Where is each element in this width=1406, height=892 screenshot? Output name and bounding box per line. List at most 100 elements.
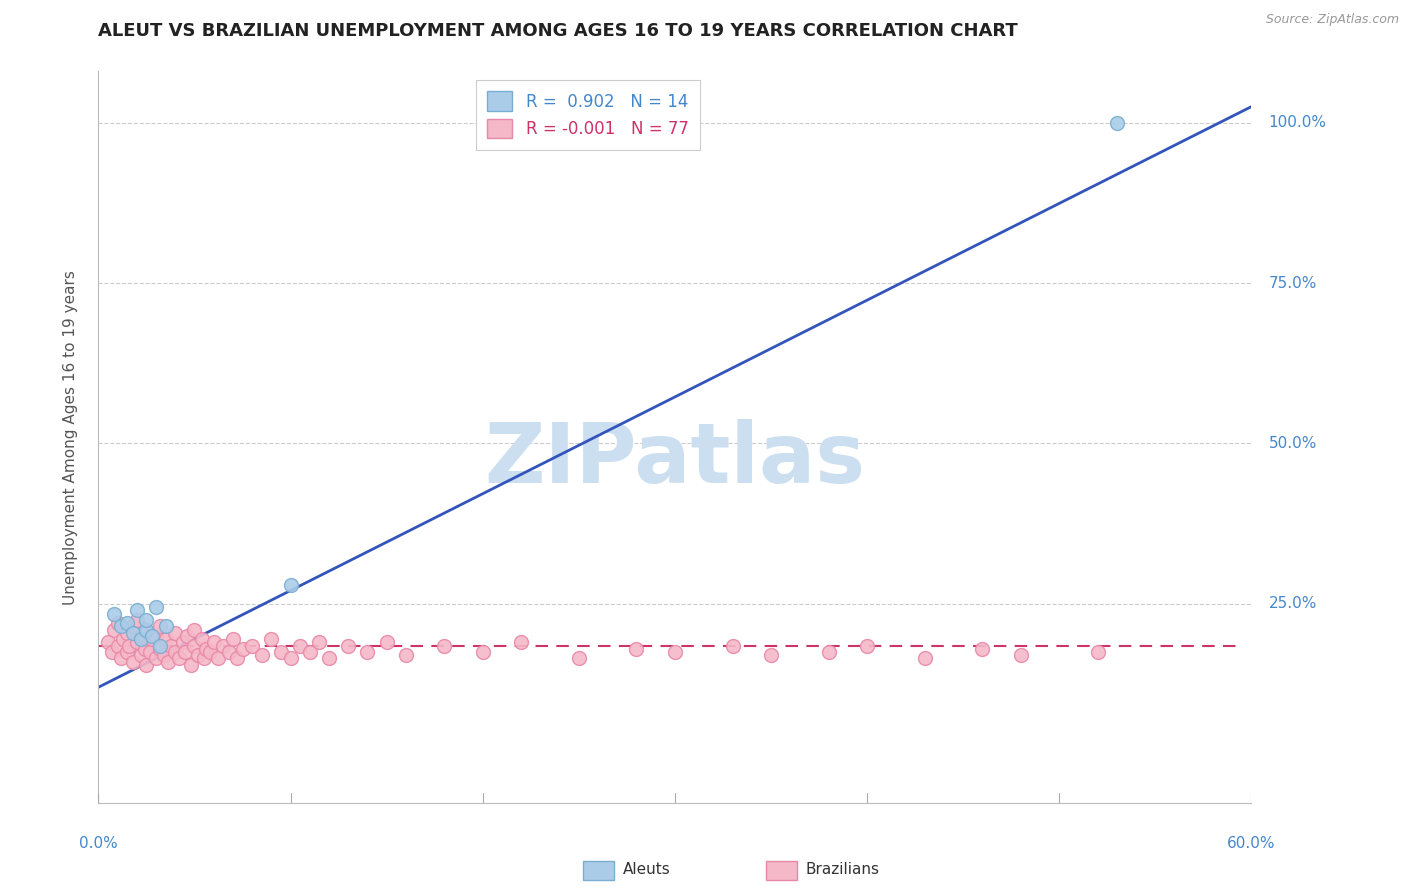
- Point: [180, 657, 202, 672]
- Point: [318, 651, 340, 665]
- Point: [103, 623, 125, 637]
- Point: [122, 619, 145, 633]
- Point: [149, 619, 172, 633]
- Point: [218, 645, 240, 659]
- Point: [155, 619, 177, 633]
- Y-axis label: Unemployment Among Ages 16 to 19 years: Unemployment Among Ages 16 to 19 years: [63, 269, 77, 605]
- Point: [135, 657, 157, 672]
- Point: [664, 645, 686, 659]
- Point: [118, 639, 141, 653]
- Point: [375, 635, 398, 649]
- Point: [231, 641, 254, 656]
- Point: [212, 639, 235, 653]
- Point: [172, 635, 194, 649]
- Point: [183, 623, 205, 637]
- Point: [110, 651, 132, 665]
- Point: [1010, 648, 1032, 663]
- Point: [135, 623, 157, 637]
- Point: [510, 635, 533, 649]
- Text: Source: ZipAtlas.com: Source: ZipAtlas.com: [1265, 13, 1399, 27]
- Point: [110, 619, 132, 633]
- Legend: R =  0.902   N = 14, R = -0.001   N = 77: R = 0.902 N = 14, R = -0.001 N = 77: [475, 79, 700, 150]
- Point: [471, 645, 494, 659]
- Point: [125, 613, 148, 627]
- Point: [1087, 645, 1109, 659]
- Point: [207, 651, 229, 665]
- Point: [225, 651, 247, 665]
- Point: [167, 651, 190, 665]
- Point: [914, 651, 936, 665]
- Text: 75.0%: 75.0%: [1268, 276, 1317, 291]
- Point: [290, 639, 312, 653]
- Point: [270, 645, 292, 659]
- Point: [759, 648, 782, 663]
- Point: [187, 648, 209, 663]
- Point: [222, 632, 245, 647]
- Point: [135, 613, 157, 627]
- Point: [721, 639, 744, 653]
- Point: [125, 635, 148, 649]
- Point: [101, 645, 124, 659]
- Point: [260, 632, 283, 647]
- Text: ZIPatlas: ZIPatlas: [485, 418, 865, 500]
- Point: [129, 648, 152, 663]
- Point: [280, 651, 302, 665]
- Point: [337, 639, 360, 653]
- Text: 60.0%: 60.0%: [1227, 836, 1275, 851]
- Point: [112, 632, 135, 647]
- Point: [193, 651, 215, 665]
- Point: [202, 635, 225, 649]
- Point: [1105, 116, 1128, 130]
- Point: [198, 645, 221, 659]
- Text: Brazilians: Brazilians: [806, 863, 880, 877]
- Point: [155, 632, 177, 647]
- Point: [250, 648, 273, 663]
- Point: [433, 639, 456, 653]
- Point: [160, 639, 183, 653]
- Point: [280, 577, 302, 591]
- Point: [117, 625, 138, 640]
- Point: [103, 607, 125, 621]
- Text: 25.0%: 25.0%: [1268, 597, 1317, 611]
- Point: [129, 632, 152, 647]
- Point: [135, 623, 157, 637]
- Point: [972, 641, 994, 656]
- Point: [195, 641, 218, 656]
- Point: [165, 625, 187, 640]
- Point: [395, 648, 418, 663]
- Point: [141, 632, 163, 647]
- Point: [97, 635, 120, 649]
- Text: Aleuts: Aleuts: [623, 863, 671, 877]
- Point: [145, 629, 167, 643]
- Point: [174, 645, 197, 659]
- Point: [134, 641, 156, 656]
- Point: [125, 603, 148, 617]
- Point: [191, 632, 214, 647]
- Point: [129, 629, 152, 643]
- Point: [107, 616, 129, 631]
- Point: [308, 635, 330, 649]
- Point: [568, 651, 591, 665]
- Point: [122, 625, 145, 640]
- Point: [817, 645, 839, 659]
- Point: [149, 639, 172, 653]
- Point: [149, 641, 172, 656]
- Point: [856, 639, 879, 653]
- Point: [626, 641, 648, 656]
- Point: [298, 645, 321, 659]
- Point: [145, 651, 167, 665]
- Point: [176, 629, 198, 643]
- Point: [117, 645, 138, 659]
- Text: 100.0%: 100.0%: [1268, 115, 1327, 130]
- Point: [145, 600, 167, 615]
- Text: ALEUT VS BRAZILIAN UNEMPLOYMENT AMONG AGES 16 TO 19 YEARS CORRELATION CHART: ALEUT VS BRAZILIAN UNEMPLOYMENT AMONG AG…: [98, 22, 1018, 40]
- Point: [240, 639, 263, 653]
- Point: [117, 616, 138, 631]
- Text: 0.0%: 0.0%: [79, 836, 118, 851]
- Point: [152, 648, 174, 663]
- Point: [107, 639, 129, 653]
- Point: [156, 655, 179, 669]
- Point: [139, 645, 162, 659]
- Point: [141, 629, 163, 643]
- Point: [122, 655, 145, 669]
